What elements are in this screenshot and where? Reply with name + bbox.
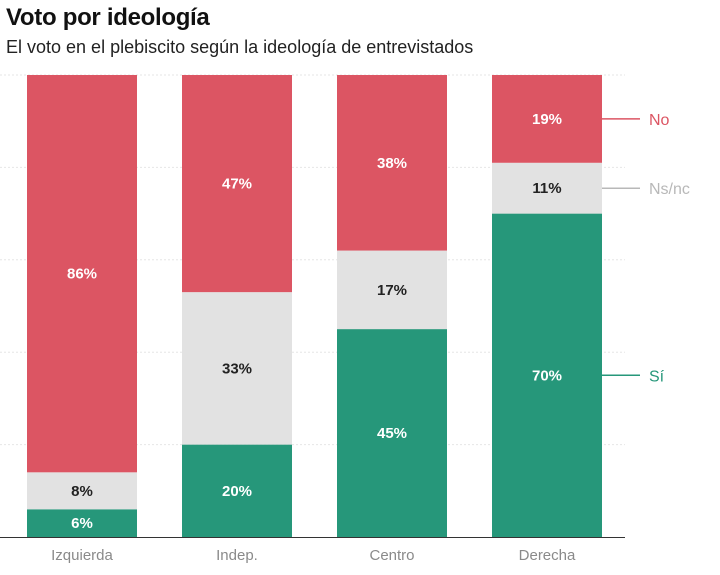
data-label-centro-no: 38%	[377, 155, 407, 172]
bar-indep-no	[182, 75, 292, 293]
bar-indep-si	[182, 444, 292, 537]
data-label-indep-si: 20%	[222, 483, 252, 500]
data-label-derecha-no: 19%	[532, 111, 562, 128]
data-label-izquierda-no: 86%	[67, 266, 97, 283]
bar-indep-nsnc	[182, 292, 292, 445]
data-label-indep-nsnc: 33%	[222, 360, 252, 377]
data-label-derecha-si: 70%	[532, 367, 562, 384]
bar-centro-si	[337, 329, 447, 537]
x-tick-label-izquierda: Izquierda	[51, 547, 113, 564]
data-label-centro-si: 45%	[377, 425, 407, 442]
chart-subtitle: El voto en el plebiscito según la ideolo…	[6, 37, 474, 57]
data-label-derecha-nsnc: 11%	[532, 180, 561, 197]
chart-title: Voto por ideología	[6, 4, 210, 31]
x-tick-label-centro: Centro	[369, 547, 414, 564]
x-axis: Izquierda Indep. Centro Derecha	[0, 537, 625, 564]
bar-izquierda-si	[27, 509, 137, 537]
bar-labels: 6% 8% 86% 20% 33% 47% 45% 17% 38% 70% 11% 19%	[67, 111, 562, 532]
bars	[27, 75, 602, 537]
legend-label-no: No	[649, 112, 670, 129]
data-label-izquierda-nsnc: 8%	[71, 483, 93, 500]
bar-centro-nsnc	[337, 250, 447, 330]
data-label-centro-nsnc: 17%	[377, 282, 407, 299]
bar-izquierda-no	[27, 75, 137, 473]
x-tick-label-indep: Indep.	[216, 547, 258, 564]
bar-derecha-no	[492, 75, 602, 163]
legend-label-nsnc: Ns/nc	[649, 181, 690, 198]
legend-label-si: Sí	[649, 368, 665, 385]
bar-derecha-nsnc	[492, 162, 602, 214]
bar-derecha-si	[492, 213, 602, 537]
bar-centro-no	[337, 75, 447, 251]
legend: No Ns/nc Sí	[602, 112, 690, 385]
data-label-izquierda-si: 6%	[71, 515, 93, 532]
x-tick-label-derecha: Derecha	[519, 547, 576, 564]
data-label-indep-no: 47%	[222, 176, 252, 193]
bar-izquierda-nsnc	[27, 472, 137, 510]
